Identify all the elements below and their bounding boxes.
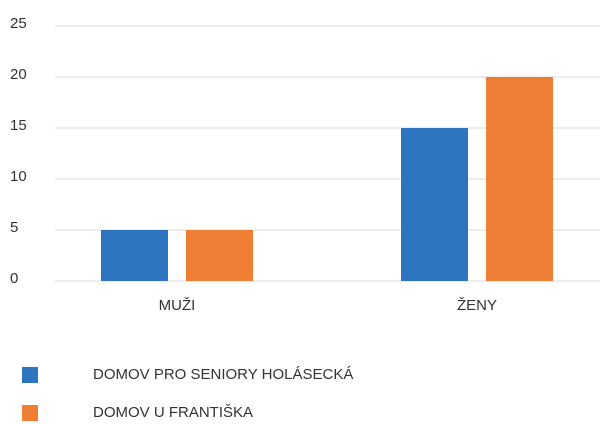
bar <box>101 230 168 281</box>
legend-label: DOMOV U FRANTIŠKA <box>93 404 253 421</box>
legend-swatch <box>22 405 38 421</box>
legend-swatch <box>22 367 38 383</box>
y-tick-label: 25 <box>10 15 27 32</box>
y-tick-label: 10 <box>10 168 27 185</box>
bar <box>186 230 253 281</box>
bar <box>486 77 553 281</box>
y-tick-label: 5 <box>10 219 18 236</box>
x-tick-label: MUŽI <box>159 297 196 314</box>
bar <box>401 128 468 281</box>
y-tick-label: 15 <box>10 117 27 134</box>
y-tick-label: 0 <box>10 270 18 287</box>
x-tick-label: ŽENY <box>457 297 497 314</box>
y-tick-label: 20 <box>10 66 27 83</box>
legend-label: DOMOV PRO SENIORY HOLÁSECKÁ <box>93 366 353 383</box>
